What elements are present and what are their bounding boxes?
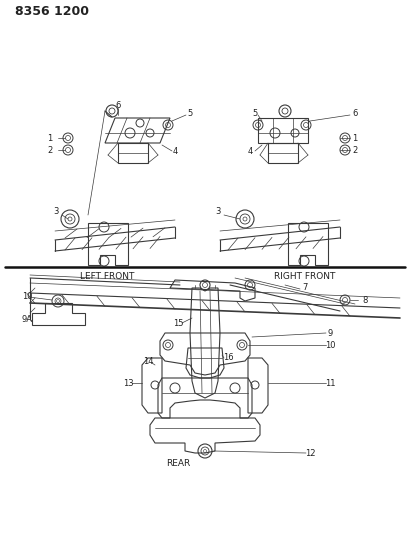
Text: 12: 12 [304, 448, 315, 457]
Text: 15: 15 [172, 319, 183, 327]
Text: 10: 10 [324, 341, 335, 350]
Text: 2: 2 [351, 146, 357, 155]
Text: RIGHT FRONT: RIGHT FRONT [274, 271, 335, 280]
Text: 3: 3 [215, 206, 220, 215]
Text: 4: 4 [247, 147, 252, 156]
Text: 9: 9 [326, 328, 332, 337]
Text: 5: 5 [187, 109, 192, 117]
Text: REAR: REAR [166, 458, 190, 467]
Text: 3: 3 [53, 206, 58, 215]
Text: 11: 11 [324, 378, 335, 387]
Text: 8: 8 [362, 295, 367, 304]
Text: 7: 7 [301, 282, 307, 292]
Text: 4: 4 [172, 147, 177, 156]
Text: 1: 1 [351, 133, 357, 142]
Text: 6: 6 [115, 101, 120, 109]
Text: 16: 16 [222, 353, 233, 362]
Text: 14: 14 [142, 357, 153, 366]
Text: 10: 10 [22, 292, 32, 301]
Text: 1: 1 [47, 133, 52, 142]
Text: 5: 5 [252, 109, 257, 117]
Text: 9A: 9A [22, 316, 33, 325]
Text: 8356 1200: 8356 1200 [15, 4, 89, 18]
Text: 2: 2 [47, 146, 52, 155]
Text: LEFT FRONT: LEFT FRONT [80, 271, 134, 280]
Text: 6: 6 [351, 109, 357, 117]
Text: 13: 13 [122, 378, 133, 387]
